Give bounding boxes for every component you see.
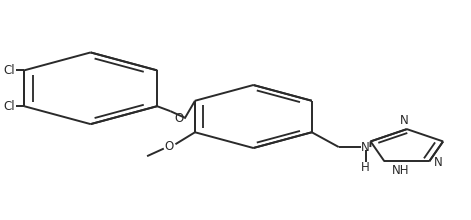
- Text: O: O: [165, 140, 174, 153]
- Text: Cl: Cl: [4, 64, 16, 77]
- Text: N: N: [400, 114, 409, 126]
- Text: Cl: Cl: [4, 100, 16, 113]
- Text: N: N: [361, 141, 370, 154]
- Text: N: N: [434, 156, 443, 169]
- Text: NH: NH: [391, 164, 409, 177]
- Text: O: O: [174, 112, 184, 125]
- Text: H: H: [361, 161, 370, 174]
